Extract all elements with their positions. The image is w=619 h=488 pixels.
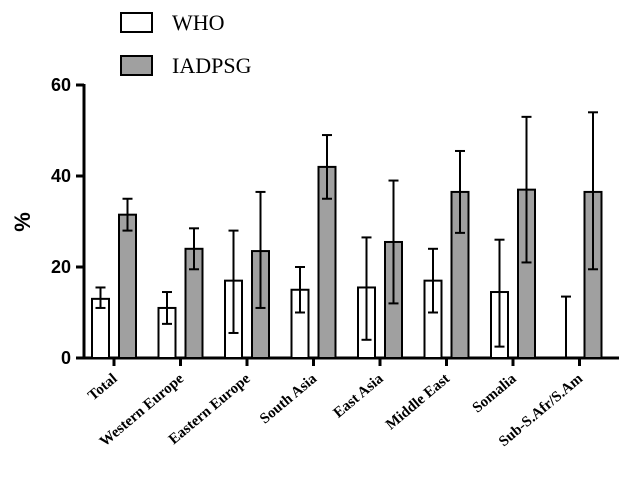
legend-swatch-who xyxy=(120,12,153,33)
legend-label-iadpsg: IADPSG xyxy=(172,53,252,78)
y-tick-label: 20 xyxy=(51,257,71,277)
x-tick-label: Total xyxy=(85,371,120,404)
bar-iadpsg xyxy=(118,213,137,359)
bars xyxy=(91,111,603,360)
y-tick-label: 60 xyxy=(51,75,71,95)
x-tick-label: Somalia xyxy=(470,370,520,416)
legend-swatch-iadpsg xyxy=(120,55,153,76)
legend-label-who: WHO xyxy=(172,10,225,35)
y-axis: 0 20 40 60% xyxy=(10,75,86,368)
x-tick-label: East Asia xyxy=(331,370,387,421)
y-tick-label: 40 xyxy=(51,166,71,186)
x-tick-label: Middle East xyxy=(383,371,453,433)
y-axis-label: % xyxy=(10,212,35,232)
x-tick-label: South Asia xyxy=(257,370,320,427)
y-tick-label: 0 xyxy=(61,348,71,368)
legend: WHO IADPSG xyxy=(120,10,252,78)
